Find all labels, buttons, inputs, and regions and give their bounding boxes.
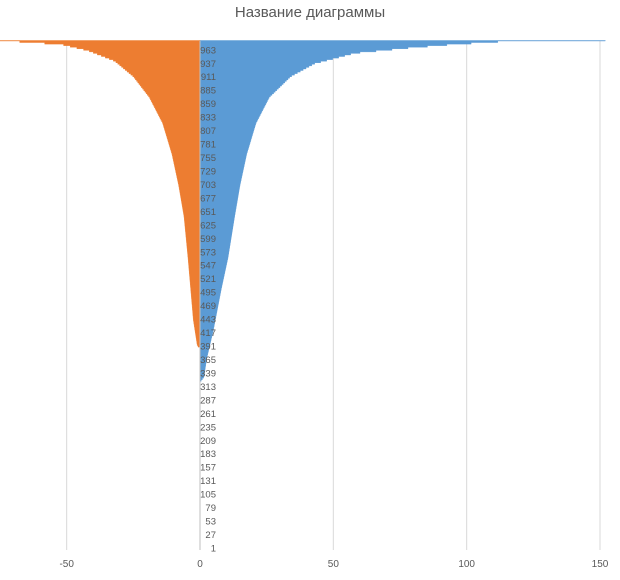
y-tick-label: 261 <box>200 409 216 420</box>
x-tick-label: 0 <box>197 559 203 570</box>
y-tick-label: 521 <box>200 274 216 285</box>
y-tick-label: 833 <box>200 113 216 124</box>
y-tick-label: 183 <box>200 449 216 460</box>
y-tick-label: 495 <box>200 288 216 299</box>
x-tick-label: -50 <box>59 559 74 570</box>
y-tick-label: 365 <box>200 355 216 366</box>
y-tick-label: 313 <box>200 382 216 393</box>
y-tick-label: 209 <box>200 436 216 447</box>
y-tick-label: 287 <box>200 395 216 406</box>
y-tick-label: 573 <box>200 247 216 258</box>
y-tick-label: 755 <box>200 153 216 164</box>
y-tick-label: 885 <box>200 86 216 97</box>
y-tick-label: 469 <box>200 301 216 312</box>
x-tick-label: 100 <box>458 559 475 570</box>
y-tick-label: 105 <box>200 490 216 501</box>
y-tick-label: 157 <box>200 463 216 474</box>
y-tick-label: 131 <box>200 476 216 487</box>
y-tick-label: 781 <box>200 140 216 151</box>
y-tick-label: 547 <box>200 261 216 272</box>
x-tick-label: 150 <box>592 559 609 570</box>
y-tick-label: 651 <box>200 207 216 218</box>
y-tick-label: 963 <box>200 45 216 56</box>
y-tick-label: 937 <box>200 59 216 70</box>
y-tick-label: 53 <box>205 517 216 528</box>
chart-title: Название диаграммы <box>234 4 386 21</box>
y-tick-label: 807 <box>200 126 216 137</box>
y-tick-label: 417 <box>200 328 216 339</box>
y-tick-label: 599 <box>200 234 216 245</box>
series-bars-2 <box>0 40 201 349</box>
y-tick-label: 703 <box>200 180 216 191</box>
y-tick-label: 911 <box>201 72 216 83</box>
series-bars-1 <box>199 40 606 383</box>
y-tick-label: 235 <box>200 422 216 433</box>
y-tick-label: 625 <box>200 220 216 231</box>
y-tick-label: 27 <box>205 530 216 541</box>
y-tick-label: 859 <box>200 99 216 110</box>
y-tick-label: 79 <box>205 503 216 514</box>
y-tick-label: 1 <box>211 544 216 555</box>
x-tick-label: 50 <box>328 559 340 570</box>
y-tick-label: 443 <box>200 315 216 326</box>
y-tick-label: 677 <box>200 193 216 204</box>
y-tick-label: 391 <box>200 342 216 353</box>
y-tick-label: 339 <box>200 368 216 379</box>
y-tick-label: 729 <box>200 166 216 177</box>
